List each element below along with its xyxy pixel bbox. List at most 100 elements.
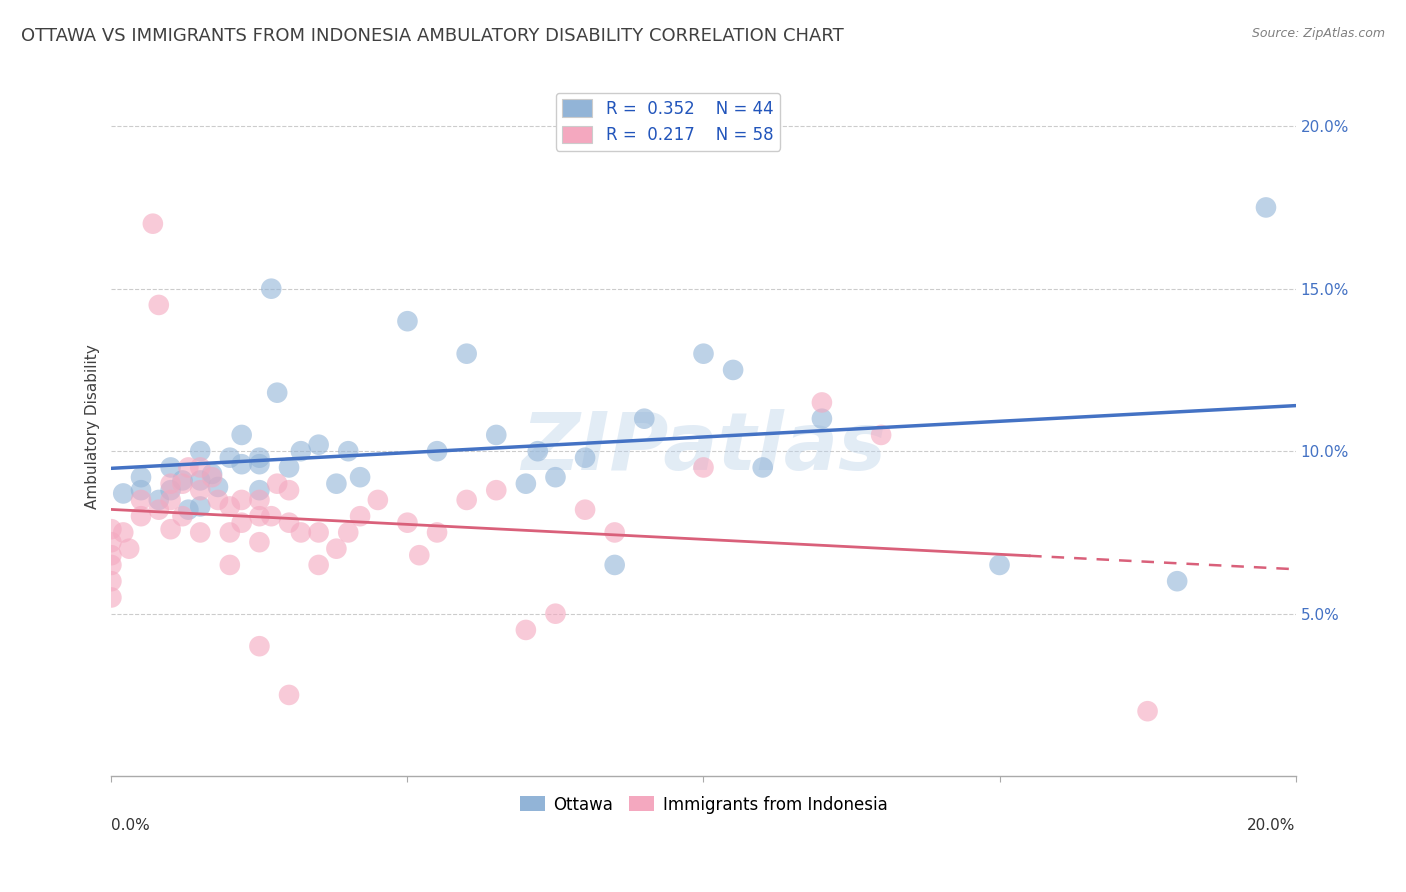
Point (100, 574, 122, 589)
Point (188, 525, 211, 540)
Point (207, 492, 229, 507)
Point (129, 470, 152, 484)
Point (249, 483, 271, 498)
Point (544, 470, 567, 484)
Point (159, 483, 181, 498)
Point (159, 492, 181, 507)
Point (396, 314, 419, 328)
Point (515, 623, 537, 637)
Point (148, 502, 170, 516)
Point (201, 470, 224, 484)
Point (129, 509, 152, 524)
Point (177, 460, 200, 475)
Legend: Ottawa, Immigrants from Indonesia: Ottawa, Immigrants from Indonesia (513, 789, 894, 821)
Y-axis label: Ambulatory Disability: Ambulatory Disability (86, 344, 100, 509)
Point (692, 460, 714, 475)
Point (426, 444, 449, 458)
Point (367, 492, 389, 507)
Point (290, 525, 312, 540)
Point (988, 558, 1011, 572)
Point (337, 444, 360, 458)
Point (249, 535, 271, 549)
Point (349, 509, 371, 524)
Point (278, 688, 301, 702)
Point (408, 548, 430, 562)
Point (260, 509, 283, 524)
Point (337, 525, 360, 540)
Point (266, 385, 288, 400)
Point (325, 541, 347, 556)
Point (142, 217, 165, 231)
Point (811, 395, 834, 409)
Point (751, 460, 773, 475)
Point (207, 480, 229, 494)
Point (231, 428, 253, 442)
Point (692, 347, 714, 361)
Point (118, 541, 141, 556)
Point (129, 483, 152, 498)
Point (129, 492, 152, 507)
Point (1136, 704, 1159, 718)
Point (456, 492, 478, 507)
Point (218, 525, 240, 540)
Point (870, 428, 893, 442)
Point (100, 558, 122, 572)
Point (172, 509, 194, 524)
Point (218, 450, 240, 465)
Point (249, 457, 271, 471)
Point (100, 591, 122, 605)
Point (721, 363, 744, 377)
Point (188, 500, 211, 514)
Point (159, 522, 181, 536)
Text: 0.0%: 0.0% (111, 818, 150, 833)
Point (249, 639, 271, 653)
Point (1166, 574, 1188, 589)
Point (112, 486, 135, 500)
Point (485, 428, 508, 442)
Point (278, 460, 301, 475)
Point (278, 483, 301, 498)
Point (266, 476, 288, 491)
Point (100, 535, 122, 549)
Point (349, 470, 371, 484)
Point (218, 558, 240, 572)
Point (177, 502, 200, 516)
Point (172, 474, 194, 488)
Point (603, 558, 626, 572)
Text: Source: ZipAtlas.com: Source: ZipAtlas.com (1251, 27, 1385, 40)
Point (426, 525, 449, 540)
Point (308, 438, 330, 452)
Point (100, 522, 122, 536)
Point (574, 502, 596, 516)
Point (159, 476, 181, 491)
Point (396, 516, 419, 530)
Point (148, 298, 170, 312)
Point (100, 548, 122, 562)
Point (249, 509, 271, 524)
Point (308, 558, 330, 572)
Point (456, 347, 478, 361)
Point (188, 474, 211, 488)
Point (544, 607, 567, 621)
Point (188, 444, 211, 458)
Point (148, 492, 170, 507)
Point (574, 450, 596, 465)
Point (308, 525, 330, 540)
Point (112, 525, 135, 540)
Point (260, 282, 283, 296)
Point (249, 492, 271, 507)
Point (231, 492, 253, 507)
Point (325, 476, 347, 491)
Point (188, 460, 211, 475)
Point (603, 525, 626, 540)
Point (172, 476, 194, 491)
Point (526, 444, 548, 458)
Point (188, 483, 211, 498)
Point (278, 516, 301, 530)
Point (633, 411, 655, 425)
Text: 20.0%: 20.0% (1247, 818, 1295, 833)
Point (515, 476, 537, 491)
Point (201, 467, 224, 481)
Point (249, 450, 271, 465)
Point (218, 500, 240, 514)
